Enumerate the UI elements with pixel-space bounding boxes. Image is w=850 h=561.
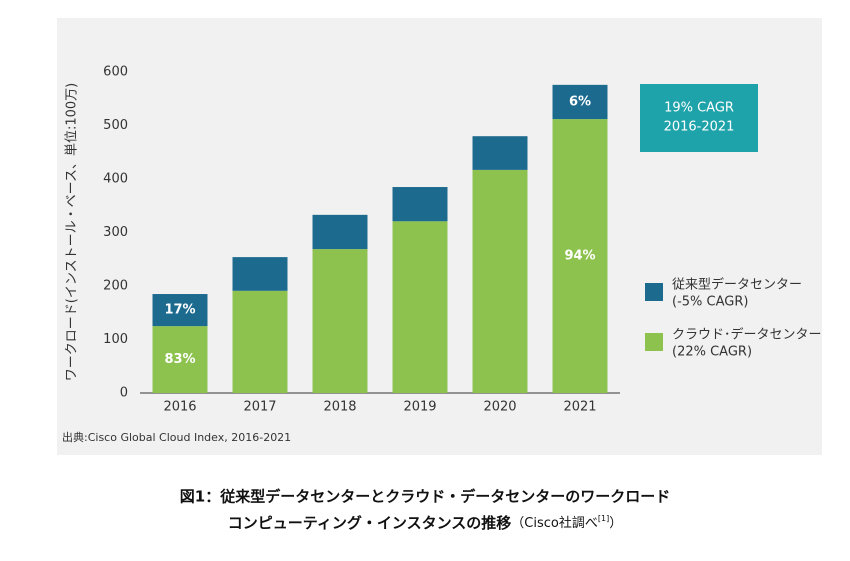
annotation-text: 19% CAGR (664, 101, 734, 116)
bar-segment (472, 136, 528, 170)
y-axis-label: ワークロード(インストール・ベース、単位:100万) (64, 83, 80, 381)
x-tick-label: 2016 (163, 400, 196, 415)
bar-segment (152, 326, 208, 393)
legend-swatch (645, 333, 663, 351)
legend-swatch (645, 283, 663, 301)
legend-note: (-5% CAGR) (672, 295, 748, 310)
bar-segment (552, 119, 608, 393)
caption-note: ） (609, 516, 622, 531)
legend-label: 従来型データセンター (672, 277, 802, 293)
legend-label: クラウド･データセンター (672, 327, 822, 343)
bar-segment (312, 214, 368, 250)
y-tick-label: 0 (120, 386, 128, 401)
bar-segment (232, 290, 288, 393)
bar-segment (232, 257, 288, 291)
bar-segment (392, 221, 448, 393)
caption-line: 図1：従来型データセンターとクラウド・データセンターのワークロード (180, 488, 670, 506)
y-tick-label: 200 (103, 279, 128, 294)
bar-segment (472, 169, 528, 393)
source: 出典:Cisco Global Cloud Index, 2016-2021 (62, 430, 291, 444)
bar-segment (552, 84, 608, 120)
caption-line: コンピューティング・インスタンスの推移（Cisco社調べ[1]） (228, 514, 622, 532)
caption-ref: [1] (598, 514, 609, 523)
share-label: 17% (164, 303, 195, 318)
x-tick-label: 2019 (403, 400, 436, 415)
caption-note: （Cisco社調べ (511, 515, 598, 531)
x-tick-label: 2017 (243, 400, 276, 415)
y-tick-label: 100 (103, 332, 128, 347)
y-tick-label: 600 (103, 65, 128, 80)
annotation-text: 2016-2021 (664, 120, 735, 135)
bar-segment (152, 294, 208, 327)
x-tick-label: 2020 (483, 400, 516, 415)
share-label: 83% (164, 352, 195, 367)
y-tick-label: 300 (103, 225, 128, 240)
y-tick-label: 500 (103, 118, 128, 133)
bar-segment (312, 249, 368, 393)
annotation-box (640, 84, 758, 152)
share-label: 94% (564, 249, 595, 264)
bar-segment (392, 187, 448, 222)
x-tick-label: 2018 (323, 400, 356, 415)
x-tick-label: 2021 (563, 400, 596, 415)
caption-text: コンピューティング・インスタンスの推移 (228, 514, 512, 532)
share-label: 6% (569, 94, 591, 109)
y-tick-label: 400 (103, 172, 128, 187)
legend-note: (22% CAGR) (672, 345, 752, 360)
